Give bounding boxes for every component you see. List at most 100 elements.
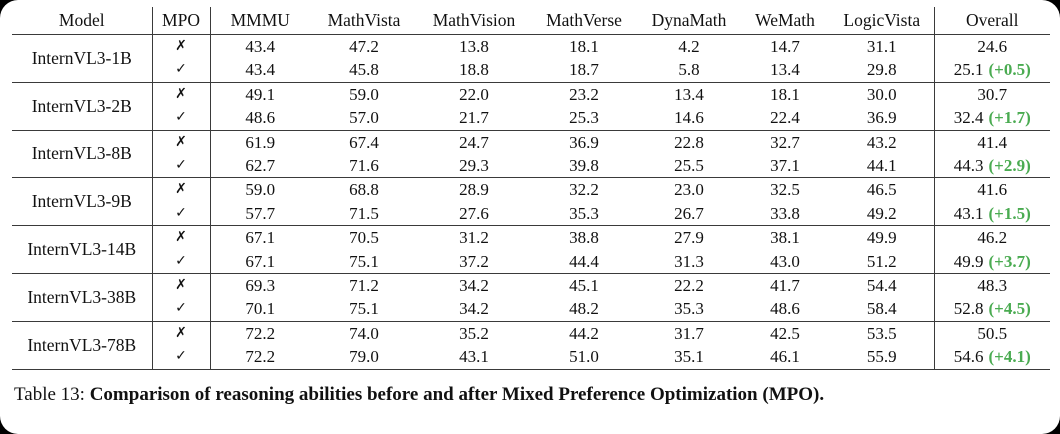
overall-cell: 43.1 (+1.5) (933, 201, 1050, 226)
mpo-cell: ✗ (152, 225, 211, 250)
score-cell: 34.2 (418, 273, 530, 298)
table-row: InternVL3-2B ✗ 49.1 59.0 22.0 23.2 13.4 18.1 30.… (12, 81, 1050, 131)
score-cell: 46.5 (830, 177, 934, 202)
table-row: InternVL3-14B ✗ 67.1 70.5 31.2 38.8 27.9 38.1 49… (12, 225, 1050, 274)
overall-score: 48.3 (977, 276, 1008, 296)
table-row: ✓ 62.7 71.6 29.3 39.8 25.5 37.1 44.1 44.3 (+2.9) (12, 154, 1050, 178)
score-cell: 45.8 (349, 60, 379, 80)
model-name: InternVL3-78B (12, 320, 153, 370)
score-cell: 29.3 (459, 156, 489, 176)
score-cell: 24.7 (418, 129, 530, 155)
mpo-check-icon: ✓ (175, 109, 187, 126)
overall-score: 46.2 (977, 228, 1008, 248)
score-cell: 37.2 (459, 251, 489, 271)
score-cell: 32.7 (740, 129, 830, 155)
overall-score: 49.9 (953, 251, 984, 271)
score-cell: 31.3 (674, 251, 704, 271)
mpo-cell: ✓ (152, 106, 211, 131)
score-cell: 67.1 (245, 251, 276, 271)
score-cell: 59.0 (310, 81, 418, 107)
overall-delta: (+0.5) (988, 60, 1031, 80)
score-cell: 4.2 (638, 34, 740, 59)
score-cell: 30.0 (830, 81, 934, 107)
score-cell: 29.8 (866, 60, 897, 80)
score-cell: 48.6 (770, 299, 800, 319)
score-cell: 35.1 (674, 347, 704, 367)
score-cell: 44.4 (569, 251, 599, 271)
score-cell: 38.1 (740, 225, 830, 250)
mpo-cell: ✓ (152, 201, 211, 226)
overall-cell: 50.5 (933, 320, 1050, 346)
score-cell: 44.1 (866, 156, 897, 176)
score-cell: 34.2 (459, 299, 489, 319)
score-cell: 57.0 (349, 108, 379, 128)
mpo-cross-icon: ✗ (175, 85, 187, 102)
results-table: Model MPO MMMU MathVista MathVision Math… (12, 7, 1050, 370)
score-cell: 13.4 (770, 60, 800, 80)
overall-score: 30.7 (977, 84, 1008, 104)
score-cell: 58.4 (866, 299, 897, 319)
score-cell: 68.8 (310, 177, 418, 202)
mpo-cell: ✓ (152, 58, 211, 83)
table-row: ✓ 43.4 45.8 18.8 18.7 5.8 13.4 29.8 25.1 (+0.5) (12, 58, 1050, 83)
score-cell: 53.5 (830, 320, 934, 346)
column-header-mathvision: MathVision (418, 7, 530, 35)
mpo-cell: ✗ (152, 34, 211, 59)
score-cell: 72.2 (245, 347, 276, 367)
score-cell: 33.8 (770, 203, 800, 223)
score-cell: 18.7 (569, 60, 599, 80)
overall-score: 44.3 (953, 156, 984, 176)
score-cell: 59.0 (210, 177, 310, 202)
score-cell: 27.6 (459, 203, 489, 223)
mpo-cross-icon: ✗ (175, 324, 187, 341)
score-cell: 51.0 (569, 347, 599, 367)
score-cell: 36.9 (866, 108, 897, 128)
score-cell: 38.8 (530, 225, 638, 250)
table-row: InternVL3-9B ✗ 59.0 68.8 28.9 32.2 23.0 32.5 46.… (12, 177, 1050, 226)
score-cell: 43.1 (459, 347, 489, 367)
score-cell: 57.7 (245, 203, 276, 223)
overall-cell: 46.2 (933, 225, 1050, 250)
score-cell: 35.3 (674, 299, 704, 319)
score-cell: 67.1 (210, 225, 310, 250)
overall-cell: 25.1 (+0.5) (933, 58, 1050, 83)
score-cell: 13.8 (418, 34, 530, 59)
score-cell: 18.1 (740, 81, 830, 107)
score-cell: 18.8 (459, 60, 489, 80)
column-header-mmmu: MMMU (210, 7, 310, 35)
column-header-model: Model (12, 7, 153, 35)
mpo-cell: ✓ (152, 345, 211, 370)
column-header-mathverse: MathVerse (530, 7, 638, 35)
score-cell: 49.1 (210, 81, 310, 107)
overall-delta: (+4.5) (988, 299, 1031, 319)
score-cell: 28.9 (418, 177, 530, 202)
model-name: InternVL3-2B (12, 81, 153, 131)
mpo-check-icon: ✓ (175, 204, 187, 221)
score-cell: 41.7 (740, 273, 830, 298)
overall-score: 41.6 (977, 180, 1008, 200)
score-cell: 31.1 (830, 34, 934, 59)
column-header-mpo: MPO (152, 7, 211, 35)
column-header-overall: Overall (933, 7, 1050, 35)
mpo-cross-icon: ✗ (175, 181, 187, 198)
overall-delta: (+3.7) (988, 251, 1031, 271)
overall-score: 24.6 (977, 37, 1008, 56)
score-cell: 13.4 (638, 81, 740, 107)
score-cell: 23.0 (638, 177, 740, 202)
column-header-dynamath: DynaMath (638, 7, 740, 35)
mpo-check-icon: ✓ (175, 348, 187, 365)
column-header-wemath: WeMath (740, 7, 830, 35)
score-cell: 75.1 (349, 299, 379, 319)
overall-score: 52.8 (953, 299, 984, 319)
table-row: ✓ 67.1 75.1 37.2 44.4 31.3 43.0 51.2 49.9 (+3.7) (12, 249, 1050, 274)
score-cell: 25.3 (569, 108, 599, 128)
table-caption: Table 13: Comparison of reasoning abilit… (14, 383, 1050, 407)
score-cell: 48.6 (245, 108, 276, 128)
mpo-cross-icon: ✗ (175, 38, 187, 54)
mpo-cross-icon: ✗ (175, 133, 187, 150)
table-row: InternVL3-1B ✗ 43.4 47.2 13.8 18.1 4.2 14.7 31.1… (12, 34, 1050, 83)
score-cell: 45.1 (530, 273, 638, 298)
score-cell: 22.4 (770, 108, 800, 128)
header-row: Model MPO MMMU MathVista MathVision Math… (12, 7, 1050, 35)
